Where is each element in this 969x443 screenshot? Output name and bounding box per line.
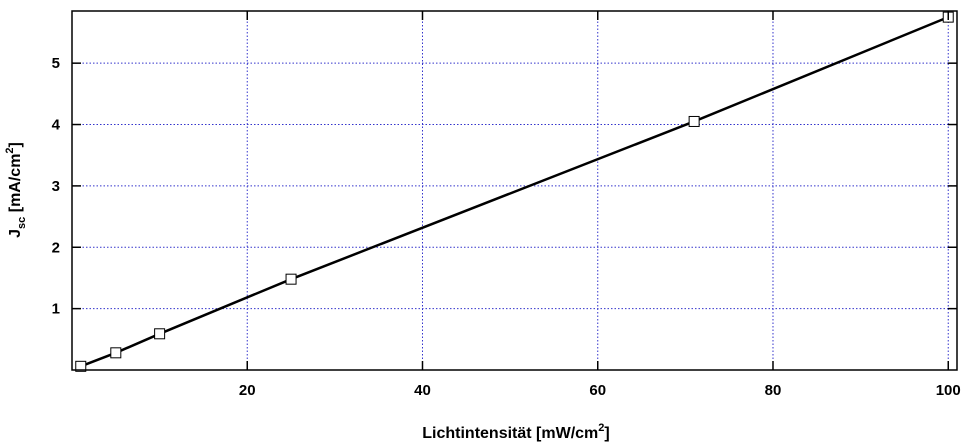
x-tick-label: 60 [589,382,606,399]
grid [72,11,957,370]
data-point-marker [154,328,166,340]
data-point-marker [285,273,297,285]
data-point-marker [688,115,700,127]
x-tick-label: 20 [239,382,256,399]
series-group [75,11,954,372]
plot-frame [71,10,958,371]
tick-labels-group: 20 40 60 80 100 1 2 3 4 5 [52,55,961,399]
x-tick-label: 40 [414,382,431,399]
y-axis-label: Jsc [mA/cm2] [4,142,28,238]
y-tick-label: 4 [52,117,61,134]
y-tick-label: 1 [52,301,60,318]
series-line [80,15,949,368]
ticks-group [72,11,957,370]
y-tick-label: 3 [52,178,60,195]
y-tick-label: 5 [52,55,60,72]
y-tick-label: 2 [52,239,60,256]
data-point-marker [75,360,87,372]
x-tick-label: 100 [936,382,961,399]
data-point-marker [110,347,122,359]
x-tick-label: 80 [765,382,782,399]
x-axis-label: Lichtintensität [mW/cm2] [422,422,609,442]
